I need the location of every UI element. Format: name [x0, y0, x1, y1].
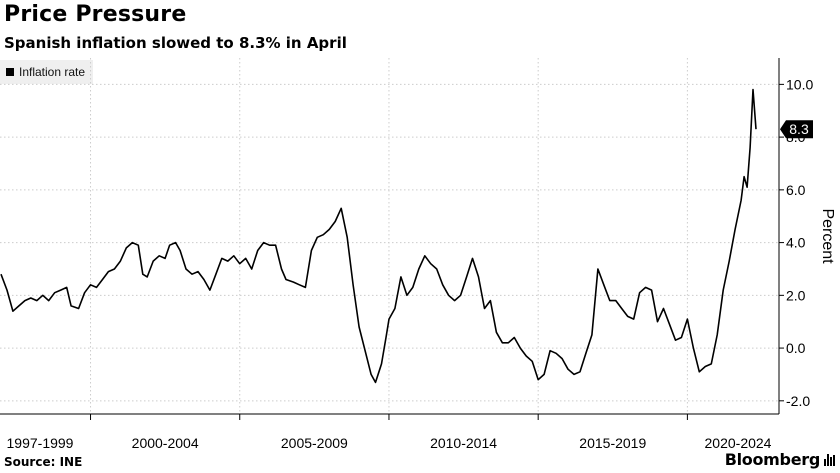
x-tick-label: 2000-2004	[132, 435, 199, 451]
source-note: Source: INE	[4, 455, 83, 469]
y-tick-label: -2.0	[786, 393, 810, 409]
x-tick-label: 2015-2019	[579, 435, 646, 451]
last-value-callout: 8.3	[780, 120, 813, 139]
y-tick-label: 2.0	[786, 287, 806, 303]
y-tick-label: 0.0	[786, 340, 806, 356]
grid	[0, 58, 779, 414]
legend-swatch	[6, 68, 14, 76]
bloomberg-logo: Bloomberg	[725, 450, 836, 469]
callout-value: 8.3	[789, 121, 809, 137]
legend-label: Inflation rate	[19, 65, 86, 79]
bars-icon	[824, 453, 836, 466]
callout-box	[780, 120, 813, 139]
y-tick-label: 10.0	[786, 76, 813, 92]
x-axis: 1997-1999 2000-2004 2005-2009 2010-2014 2015…	[0, 413, 779, 451]
x-tick-label: 2005-2009	[281, 435, 348, 451]
x-tick-label: 2020-2024	[705, 435, 772, 451]
y-axis-label: Percent	[819, 208, 836, 264]
x-tick-label: 1997-1999	[7, 435, 74, 451]
chart-subtitle: Spanish inflation slowed to 8.3% in Apri…	[4, 34, 347, 52]
x-tick-label: 2010-2014	[430, 435, 497, 451]
y-tick-label: 4.0	[786, 235, 806, 251]
chart-title: Price Pressure	[4, 2, 187, 27]
brand-name: Bloomberg	[724, 450, 821, 469]
inflation-rate-line	[0, 88, 757, 384]
y-axis: -2.00.02.04.06.08.010.0	[778, 58, 813, 414]
legend: Inflation rate	[0, 60, 94, 84]
y-tick-label: 6.0	[786, 182, 806, 198]
